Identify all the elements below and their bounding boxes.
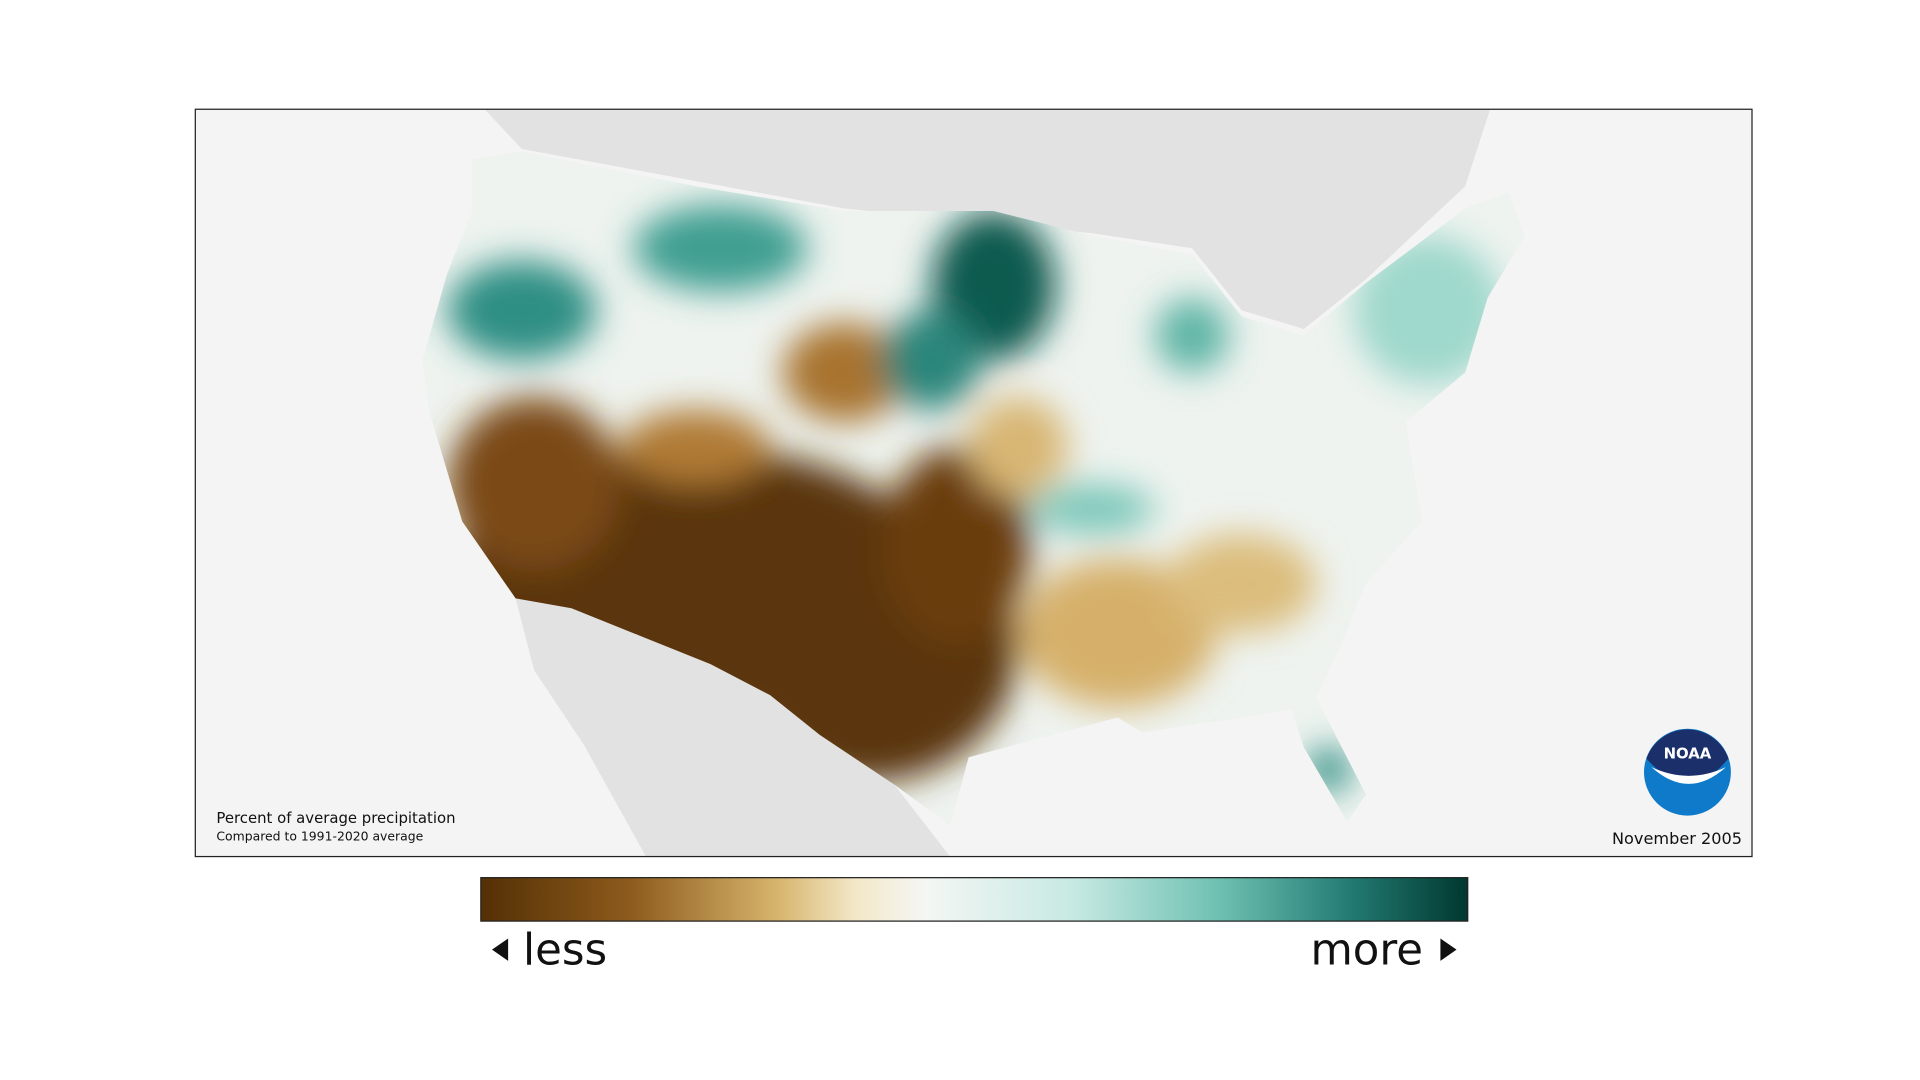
map-frame bbox=[194, 108, 1753, 858]
caption-title: Percent of average precipitation bbox=[216, 809, 455, 827]
map bbox=[195, 109, 1753, 857]
dry-area bbox=[621, 409, 771, 485]
wet-area bbox=[1353, 235, 1503, 385]
left-arrow bbox=[492, 938, 509, 961]
legend-low: less bbox=[523, 926, 607, 976]
dry-area bbox=[782, 322, 907, 423]
wet-area bbox=[881, 310, 982, 410]
caption-subtitle: Compared to 1991-2020 average bbox=[216, 828, 423, 843]
dry-area bbox=[1167, 533, 1317, 634]
wet-area bbox=[447, 260, 597, 360]
wet-area bbox=[1154, 297, 1230, 373]
dry-area bbox=[1018, 558, 1217, 708]
logo-text: NOAA bbox=[1664, 744, 1712, 762]
logo-top bbox=[1646, 729, 1729, 783]
wet-area bbox=[633, 204, 808, 292]
wet-area bbox=[1030, 484, 1155, 534]
color-scale bbox=[480, 877, 1469, 922]
logo-gull bbox=[1651, 767, 1726, 784]
legend-high: more bbox=[1311, 926, 1424, 976]
mexico bbox=[515, 598, 951, 857]
right-arrow bbox=[1440, 938, 1457, 961]
dry-area bbox=[968, 397, 1068, 497]
dry-area bbox=[447, 397, 622, 572]
dry-area bbox=[881, 446, 1031, 646]
date-label: November 2005 bbox=[1612, 829, 1742, 848]
noaa-logo: NOAA bbox=[1644, 728, 1731, 816]
